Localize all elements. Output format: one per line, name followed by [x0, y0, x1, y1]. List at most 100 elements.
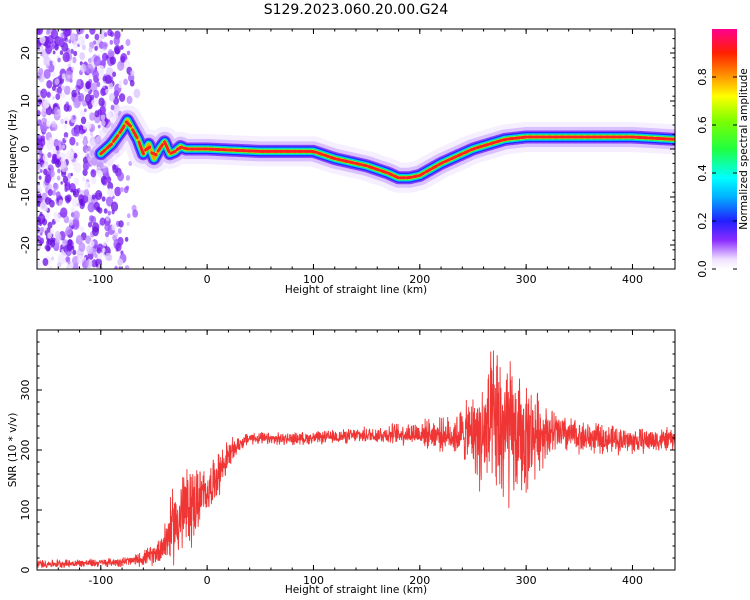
noise-speckle: [57, 57, 61, 63]
noise-speckle: [78, 93, 85, 102]
noise-speckle: [80, 63, 87, 73]
noise-speckle: [117, 171, 125, 182]
noise-speckle: [123, 78, 128, 86]
noise-speckle: [108, 82, 114, 90]
noise-speckle: [37, 29, 44, 35]
noise-speckle: [118, 220, 124, 228]
noise-speckle: [46, 91, 51, 98]
noise-speckle: [39, 169, 43, 174]
noise-speckle: [61, 144, 66, 150]
noise-speckle: [54, 213, 61, 223]
ridge-peak-mark: [482, 143, 490, 148]
noise-speckle: [82, 194, 89, 204]
noise-speckle: [73, 128, 80, 137]
noise-speckle: [63, 124, 67, 130]
noise-speckle: [102, 41, 108, 50]
ridge-peak-mark: [501, 137, 509, 142]
noise-speckle: [73, 177, 80, 186]
noise-speckle: [104, 223, 111, 232]
noise-speckle: [120, 186, 124, 193]
noise-speckle: [40, 232, 43, 236]
noise-speckle: [38, 68, 44, 75]
noise-speckle: [124, 236, 129, 242]
colorbar-tick-label: 0.4: [696, 164, 709, 182]
noise-speckle: [109, 31, 115, 37]
noise-speckle: [58, 199, 64, 206]
noise-speckle: [112, 71, 117, 77]
noise-speckle: [92, 69, 99, 80]
noise-speckle: [96, 247, 102, 254]
noise-speckle: [89, 29, 96, 35]
noise-speckle: [49, 60, 53, 65]
noise-speckle: [93, 55, 101, 67]
snr-ylabel: SNR (10 * v/v): [7, 413, 19, 488]
ridge-peak-mark: [118, 124, 126, 135]
noise-speckle: [80, 110, 86, 118]
ridge-peak-mark: [112, 134, 120, 143]
noise-speckle: [115, 242, 122, 252]
noise-speckle: [52, 148, 57, 154]
noise-speckle: [89, 240, 95, 248]
noise-speckle: [63, 131, 69, 139]
ridge-peak-mark: [411, 174, 420, 179]
ridge-peak-mark: [175, 145, 184, 151]
ridge-peak-mark: [137, 140, 145, 156]
ridge-peak-mark: [328, 155, 337, 161]
noise-speckle: [56, 175, 61, 181]
noise-speckle: [47, 221, 53, 229]
spectrogram-xtick-label: 400: [622, 273, 643, 286]
spectrogram-xtick-label: -100: [88, 273, 113, 286]
noise-speckle: [37, 257, 41, 268]
noise-speckle: [52, 96, 55, 100]
noise-speckle: [40, 135, 46, 142]
noise-speckle: [64, 195, 69, 201]
noise-speckle: [77, 254, 85, 265]
noise-speckle: [120, 44, 124, 50]
noise-speckle: [42, 99, 50, 109]
noise-speckle: [71, 197, 79, 208]
snr-ytick-label: 0: [19, 567, 32, 574]
noise-speckle: [70, 172, 73, 177]
ridge-peak-mark: [309, 149, 318, 154]
snr-xtick-label: 400: [622, 574, 643, 587]
noise-speckle: [87, 102, 93, 110]
noise-speckle: [125, 38, 131, 47]
noise-speckle: [55, 159, 62, 168]
noise-speckle: [86, 244, 93, 255]
spectrogram-ytick-label: -20: [19, 236, 32, 254]
noise-speckle: [112, 164, 119, 174]
noise-speckle: [94, 253, 98, 259]
noise-speckle: [115, 232, 119, 237]
ridge-peak-mark: [182, 146, 190, 151]
noise-speckle: [42, 257, 49, 267]
noise-speckle: [105, 215, 110, 222]
noise-speckle: [107, 181, 114, 191]
noise-speckle: [114, 46, 120, 55]
spectrogram-xtick-label: 300: [516, 273, 537, 286]
noise-speckle: [104, 179, 108, 183]
noise-speckle: [66, 243, 73, 252]
noise-speckle: [118, 80, 123, 85]
noise-speckle: [76, 79, 82, 86]
noise-speckle: [104, 85, 108, 90]
noise-speckle: [71, 56, 77, 64]
noise-speckle: [59, 50, 64, 56]
ridge-peak-mark: [354, 161, 362, 166]
noise-speckle: [111, 223, 117, 231]
ridge-peak-mark: [488, 141, 496, 146]
colorbar-tick-label: 0.2: [696, 212, 709, 230]
noise-speckle: [51, 256, 55, 261]
snr-panel: -100 0 100 200 300 400 0 100 200 300 Height of st…: [7, 329, 676, 596]
noise-speckle: [100, 87, 107, 97]
noise-speckle: [102, 248, 106, 253]
spectrogram-ylabel: Frequency (Hz): [7, 109, 19, 188]
noise-speckle: [108, 188, 115, 198]
noise-speckle: [78, 29, 85, 35]
noise-speckle: [43, 168, 48, 176]
noise-speckle: [90, 176, 97, 185]
noise-speckle: [39, 226, 45, 233]
spectrogram-xtick-label: 200: [409, 273, 430, 286]
noise-speckle: [52, 50, 56, 55]
noise-speckle: [50, 29, 59, 40]
